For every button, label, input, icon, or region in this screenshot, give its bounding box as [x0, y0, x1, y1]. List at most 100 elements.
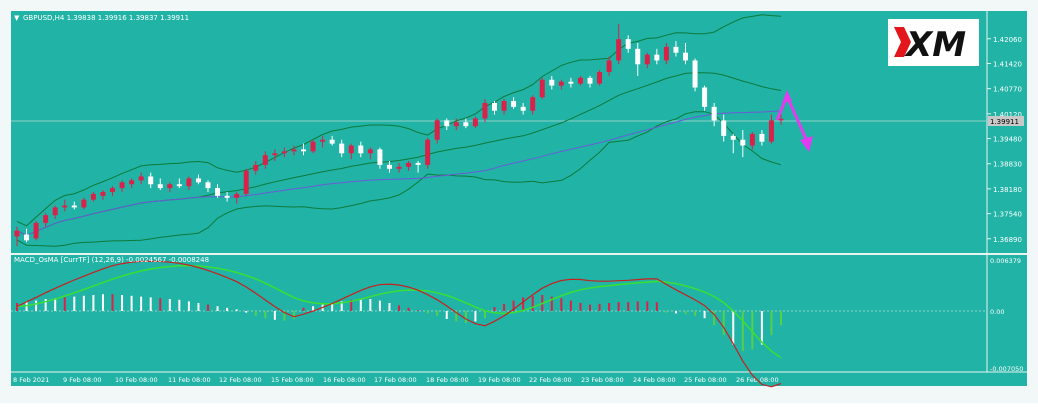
candle-body [625, 39, 631, 49]
oscillator-tick-label: 0.006379 [990, 257, 1021, 265]
candle-body [262, 155, 268, 165]
candle-body [24, 234, 30, 241]
price-tick-label: 1.40770 [993, 86, 1022, 94]
price-pane[interactable] [11, 11, 987, 254]
time-tick-labels: 8 Feb 2021 9 Feb 08:00 10 Feb 08:00 11 Feb … [13, 376, 779, 384]
signal-line [16, 264, 782, 359]
candle-body [568, 81, 574, 84]
macd-line [16, 260, 782, 388]
logo-text: XM [904, 25, 966, 65]
candle-body [702, 87, 708, 107]
candle-body [320, 139, 326, 142]
price-tick-label: 1.39480 [993, 136, 1022, 144]
candle-body [377, 149, 383, 165]
candle-body [740, 139, 746, 146]
time-tick-label: 17 Feb 08:00 [374, 376, 417, 384]
price-scale[interactable] [987, 11, 1027, 254]
current-price-label: 1.39911 [990, 118, 1019, 126]
candle-body [530, 97, 536, 111]
time-tick-label: 19 Feb 08:00 [478, 376, 521, 384]
candle-body [673, 46, 679, 53]
candle-body [329, 139, 335, 144]
candle-body [339, 143, 345, 154]
candle-body [406, 162, 412, 167]
candle-body [396, 166, 402, 169]
moving-average-line [16, 110, 782, 237]
candle-body [644, 54, 650, 65]
candle-body [511, 101, 517, 107]
candle-body [444, 120, 450, 127]
candle-body [195, 178, 201, 183]
candle-body [148, 176, 154, 185]
candle-body [635, 48, 641, 65]
candle-body [81, 199, 87, 208]
oscillator-scale[interactable] [987, 254, 1027, 372]
candle-body [234, 193, 240, 198]
price-tick-label: 1.42060 [993, 36, 1022, 44]
oscillator-tick-label: 0.00 [990, 308, 1004, 316]
candle-body [472, 118, 478, 127]
candle-body [606, 60, 612, 73]
candle-body [43, 215, 49, 223]
candle-body [243, 170, 249, 194]
price-tick-label: 1.38180 [993, 186, 1022, 194]
indicator-header: MACD_OsMA [CurrTF] (12,26,9) -0.0024567 … [14, 256, 209, 264]
price-tick-label: 1.38830 [993, 161, 1022, 169]
candle-body [711, 106, 717, 121]
candle-body [138, 176, 144, 181]
candle-body [587, 77, 593, 84]
candle-body [52, 207, 58, 216]
candle-body [386, 164, 392, 169]
price-tick-labels: 1.42060 1.41420 1.40770 1.40120 1.39480 1.388… [987, 36, 1022, 244]
candle-body [482, 102, 488, 119]
candle-body [683, 52, 688, 61]
candle-body [176, 184, 182, 187]
time-tick-label: 15 Feb 08:00 [271, 376, 314, 384]
candle-body [463, 122, 469, 127]
candle-body [14, 230, 20, 237]
xm-logo: XM [888, 19, 979, 66]
time-axis[interactable] [11, 372, 1027, 386]
candle-body [692, 60, 698, 88]
candle-body [367, 149, 373, 154]
candle-body [759, 133, 765, 142]
candle-body [301, 149, 306, 152]
symbol-header: GBPUSD,H4 1.39838 1.39916 1.39837 1.3991… [23, 14, 189, 22]
time-tick-label: 22 Feb 08:00 [529, 376, 572, 384]
candle-body [224, 195, 230, 198]
slow-ma [16, 110, 782, 237]
candle-body [663, 46, 669, 61]
candle-body [453, 122, 459, 127]
candle-body [71, 205, 77, 208]
candle-body [291, 149, 297, 152]
candle-body [501, 101, 507, 111]
time-tick-label: 16 Feb 08:00 [323, 376, 366, 384]
time-tick-label: 23 Feb 08:00 [581, 376, 624, 384]
candle-body [310, 141, 316, 152]
time-tick-label: 9 Feb 08:00 [63, 376, 102, 384]
candle-body [205, 182, 211, 189]
candle-body [749, 133, 755, 146]
candle-body [768, 120, 774, 142]
candle-body [62, 205, 68, 208]
price-tick-label: 1.41420 [993, 61, 1022, 69]
logo-red-mark [894, 27, 911, 57]
time-tick-label: 8 Feb 2021 [13, 376, 49, 384]
candle-body [721, 120, 727, 136]
price-tick-label: 1.36890 [993, 236, 1022, 244]
candle-body [492, 102, 497, 111]
candle-body [558, 81, 564, 86]
candle-body [425, 139, 431, 165]
chart-menu-icon[interactable]: ▼ [14, 14, 20, 22]
candle-body [157, 184, 163, 189]
candle-body [33, 222, 39, 239]
candle-body [348, 145, 354, 154]
candle-body [186, 178, 192, 187]
candle-body [90, 193, 96, 200]
current-price-tag [988, 116, 1024, 126]
candle-body [281, 151, 287, 154]
candle-body [253, 164, 259, 171]
oscillator-tick-labels: 0.006379 0.00 -0.007050 [990, 257, 1023, 373]
oscillator-tick-label: -0.007050 [990, 365, 1023, 373]
